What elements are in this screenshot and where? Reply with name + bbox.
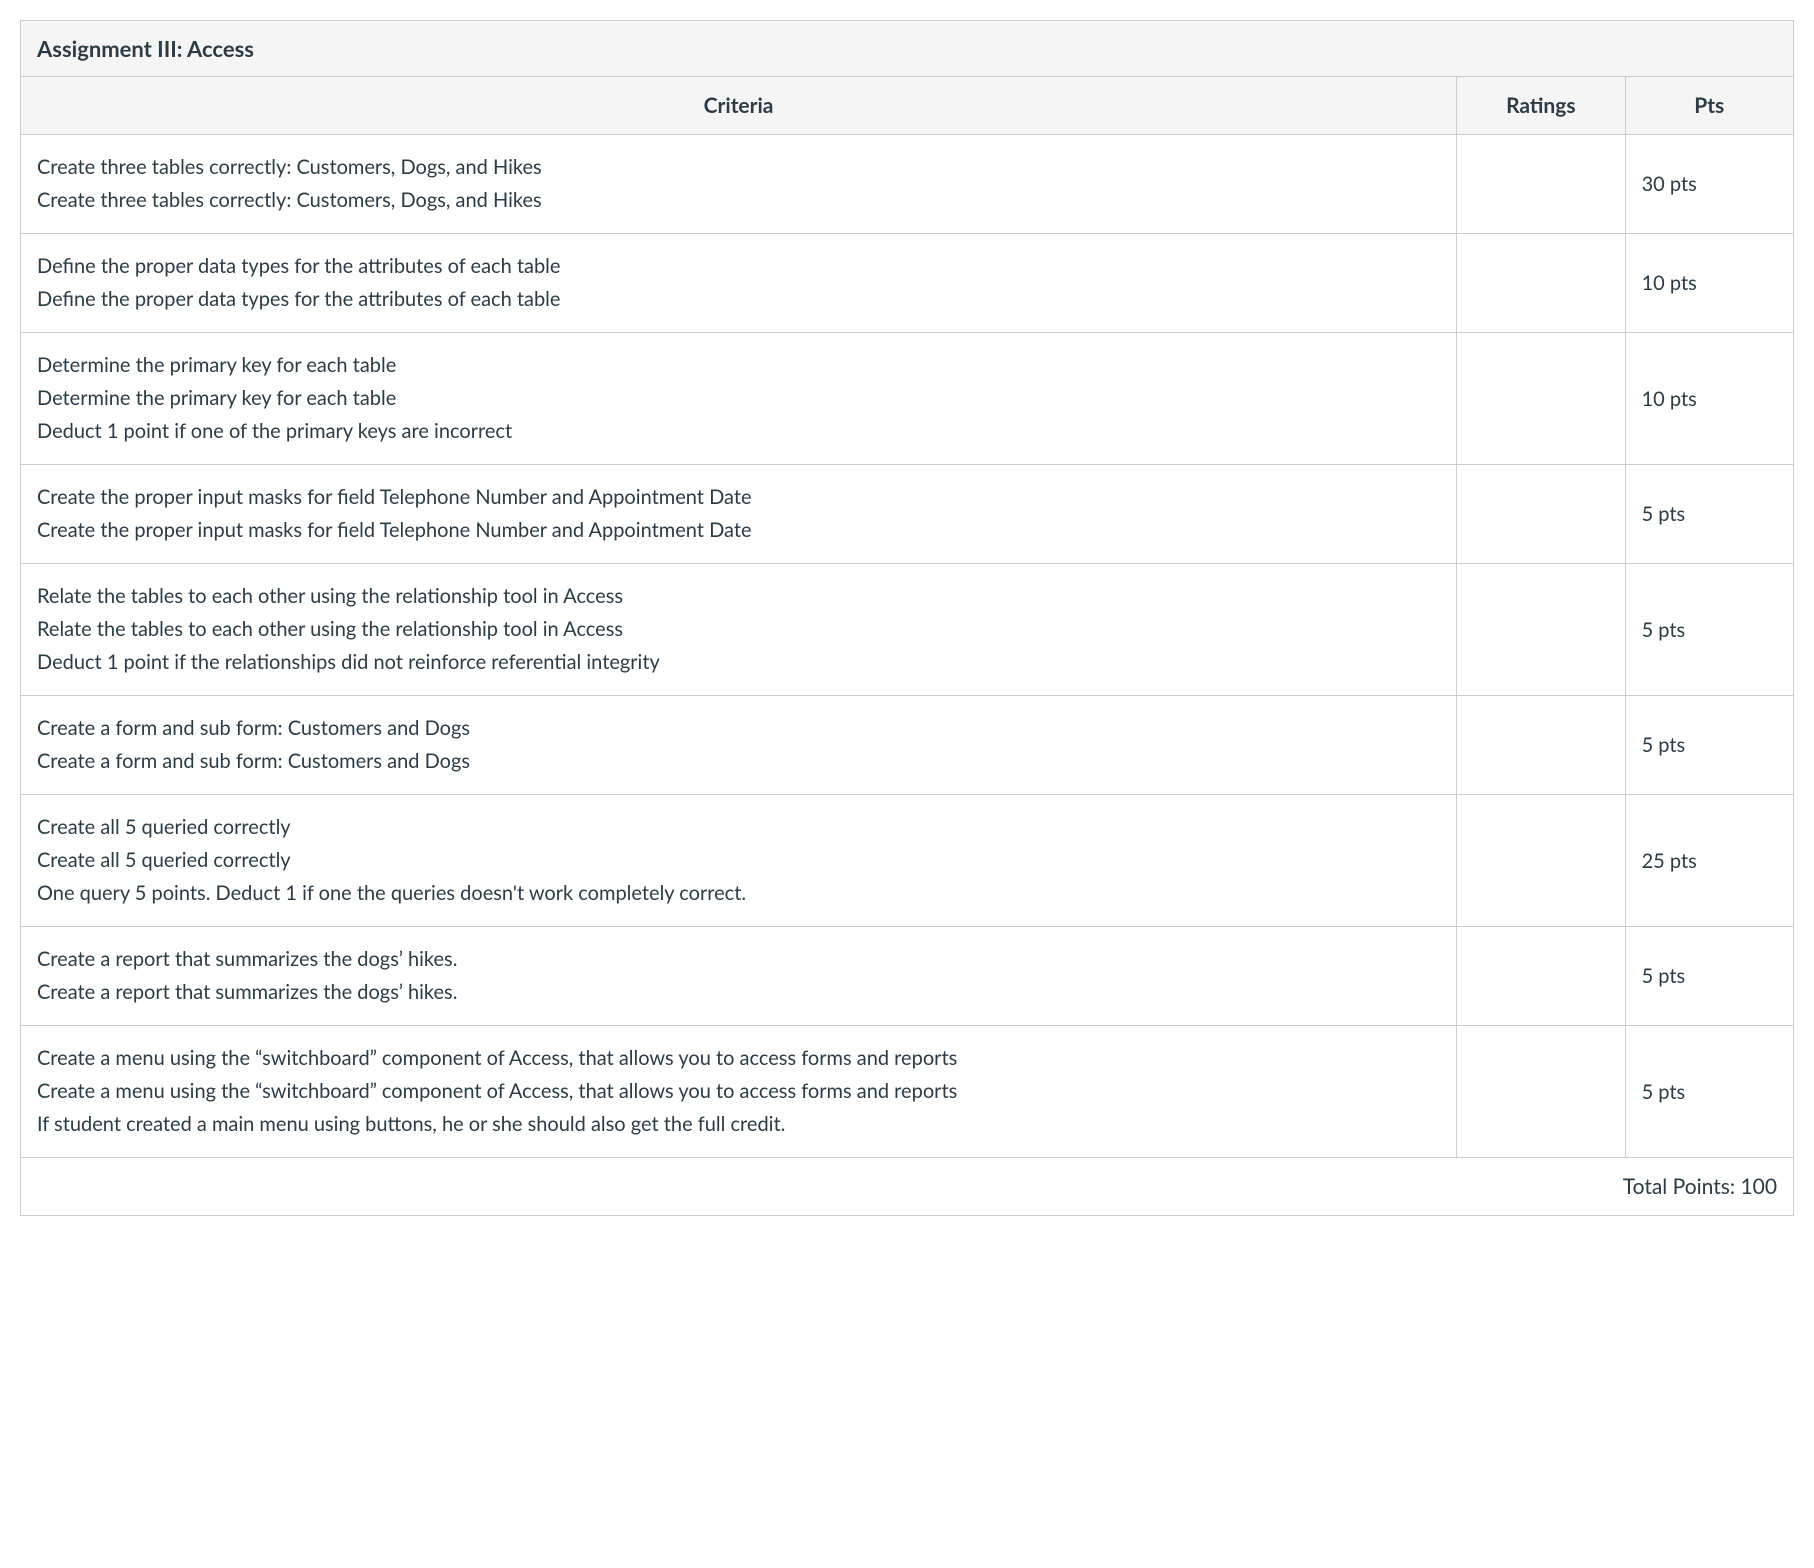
ratings-cell xyxy=(1457,1026,1625,1158)
pts-cell: 25 pts xyxy=(1625,795,1793,927)
criteria-line: Define the proper data types for the att… xyxy=(37,252,1440,281)
criteria-line: Create all 5 queried correctly xyxy=(37,813,1440,842)
total-points: Total Points: 100 xyxy=(21,1158,1794,1216)
table-row: Define the proper data types for the att… xyxy=(21,234,1794,333)
pts-cell: 5 pts xyxy=(1625,1026,1793,1158)
criteria-line: Create a menu using the “switchboard” co… xyxy=(37,1044,1440,1073)
table-row: Relate the tables to each other using th… xyxy=(21,564,1794,696)
criteria-line: Deduct 1 point if the relationships did … xyxy=(37,648,1440,677)
pts-cell: 10 pts xyxy=(1625,234,1793,333)
header-ratings: Ratings xyxy=(1457,77,1625,135)
criteria-line: Create the proper input masks for field … xyxy=(37,483,1440,512)
ratings-cell xyxy=(1457,696,1625,795)
ratings-cell xyxy=(1457,333,1625,465)
ratings-cell xyxy=(1457,135,1625,234)
criteria-line: Determine the primary key for each table xyxy=(37,384,1440,413)
criteria-line: Create a report that summarizes the dogs… xyxy=(37,978,1440,1007)
criteria-cell: Define the proper data types for the att… xyxy=(21,234,1457,333)
pts-cell: 30 pts xyxy=(1625,135,1793,234)
criteria-line: Create a menu using the “switchboard” co… xyxy=(37,1077,1440,1106)
table-row: Create a form and sub form: Customers an… xyxy=(21,696,1794,795)
criteria-line: Create three tables correctly: Customers… xyxy=(37,186,1440,215)
ratings-cell xyxy=(1457,465,1625,564)
criteria-line: One query 5 points. Deduct 1 if one the … xyxy=(37,879,1440,908)
table-row: Create a report that summarizes the dogs… xyxy=(21,927,1794,1026)
criteria-cell: Create the proper input masks for field … xyxy=(21,465,1457,564)
criteria-cell: Create a report that summarizes the dogs… xyxy=(21,927,1457,1026)
criteria-line: Determine the primary key for each table xyxy=(37,351,1440,380)
rubric-table: Assignment III: Access Criteria Ratings … xyxy=(20,20,1794,1216)
criteria-line: Create a report that summarizes the dogs… xyxy=(37,945,1440,974)
ratings-cell xyxy=(1457,927,1625,1026)
criteria-line: Create three tables correctly: Customers… xyxy=(37,153,1440,182)
criteria-cell: Relate the tables to each other using th… xyxy=(21,564,1457,696)
pts-cell: 5 pts xyxy=(1625,564,1793,696)
ratings-cell xyxy=(1457,795,1625,927)
table-row: Create all 5 queried correctly Create all… xyxy=(21,795,1794,927)
criteria-line: If student created a main menu using but… xyxy=(37,1110,1440,1139)
ratings-cell xyxy=(1457,564,1625,696)
pts-cell: 5 pts xyxy=(1625,696,1793,795)
rubric-title: Assignment III: Access xyxy=(21,21,1794,77)
header-pts: Pts xyxy=(1625,77,1793,135)
table-row: Create three tables correctly: Customers… xyxy=(21,135,1794,234)
ratings-cell xyxy=(1457,234,1625,333)
pts-cell: 10 pts xyxy=(1625,333,1793,465)
criteria-cell: Create all 5 queried correctly Create all… xyxy=(21,795,1457,927)
criteria-cell: Create a menu using the “switchboard” co… xyxy=(21,1026,1457,1158)
table-row: Determine the primary key for each table… xyxy=(21,333,1794,465)
table-row: Create a menu using the “switchboard” co… xyxy=(21,1026,1794,1158)
pts-cell: 5 pts xyxy=(1625,465,1793,564)
criteria-line: Define the proper data types for the att… xyxy=(37,285,1440,314)
header-criteria: Criteria xyxy=(21,77,1457,135)
criteria-cell: Create a form and sub form: Customers an… xyxy=(21,696,1457,795)
criteria-line: Deduct 1 point if one of the primary key… xyxy=(37,417,1440,446)
criteria-line: Create a form and sub form: Customers an… xyxy=(37,747,1440,776)
criteria-line: Create all 5 queried correctly xyxy=(37,846,1440,875)
criteria-line: Relate the tables to each other using th… xyxy=(37,582,1440,611)
rubric-header-row: Criteria Ratings Pts xyxy=(21,77,1794,135)
criteria-line: Create a form and sub form: Customers an… xyxy=(37,714,1440,743)
criteria-cell: Determine the primary key for each table… xyxy=(21,333,1457,465)
rubric-body: Create three tables correctly: Customers… xyxy=(21,135,1794,1158)
total-row: Total Points: 100 xyxy=(21,1158,1794,1216)
criteria-cell: Create three tables correctly: Customers… xyxy=(21,135,1457,234)
pts-cell: 5 pts xyxy=(1625,927,1793,1026)
table-row: Create the proper input masks for field … xyxy=(21,465,1794,564)
criteria-line: Create the proper input masks for field … xyxy=(37,516,1440,545)
criteria-line: Relate the tables to each other using th… xyxy=(37,615,1440,644)
